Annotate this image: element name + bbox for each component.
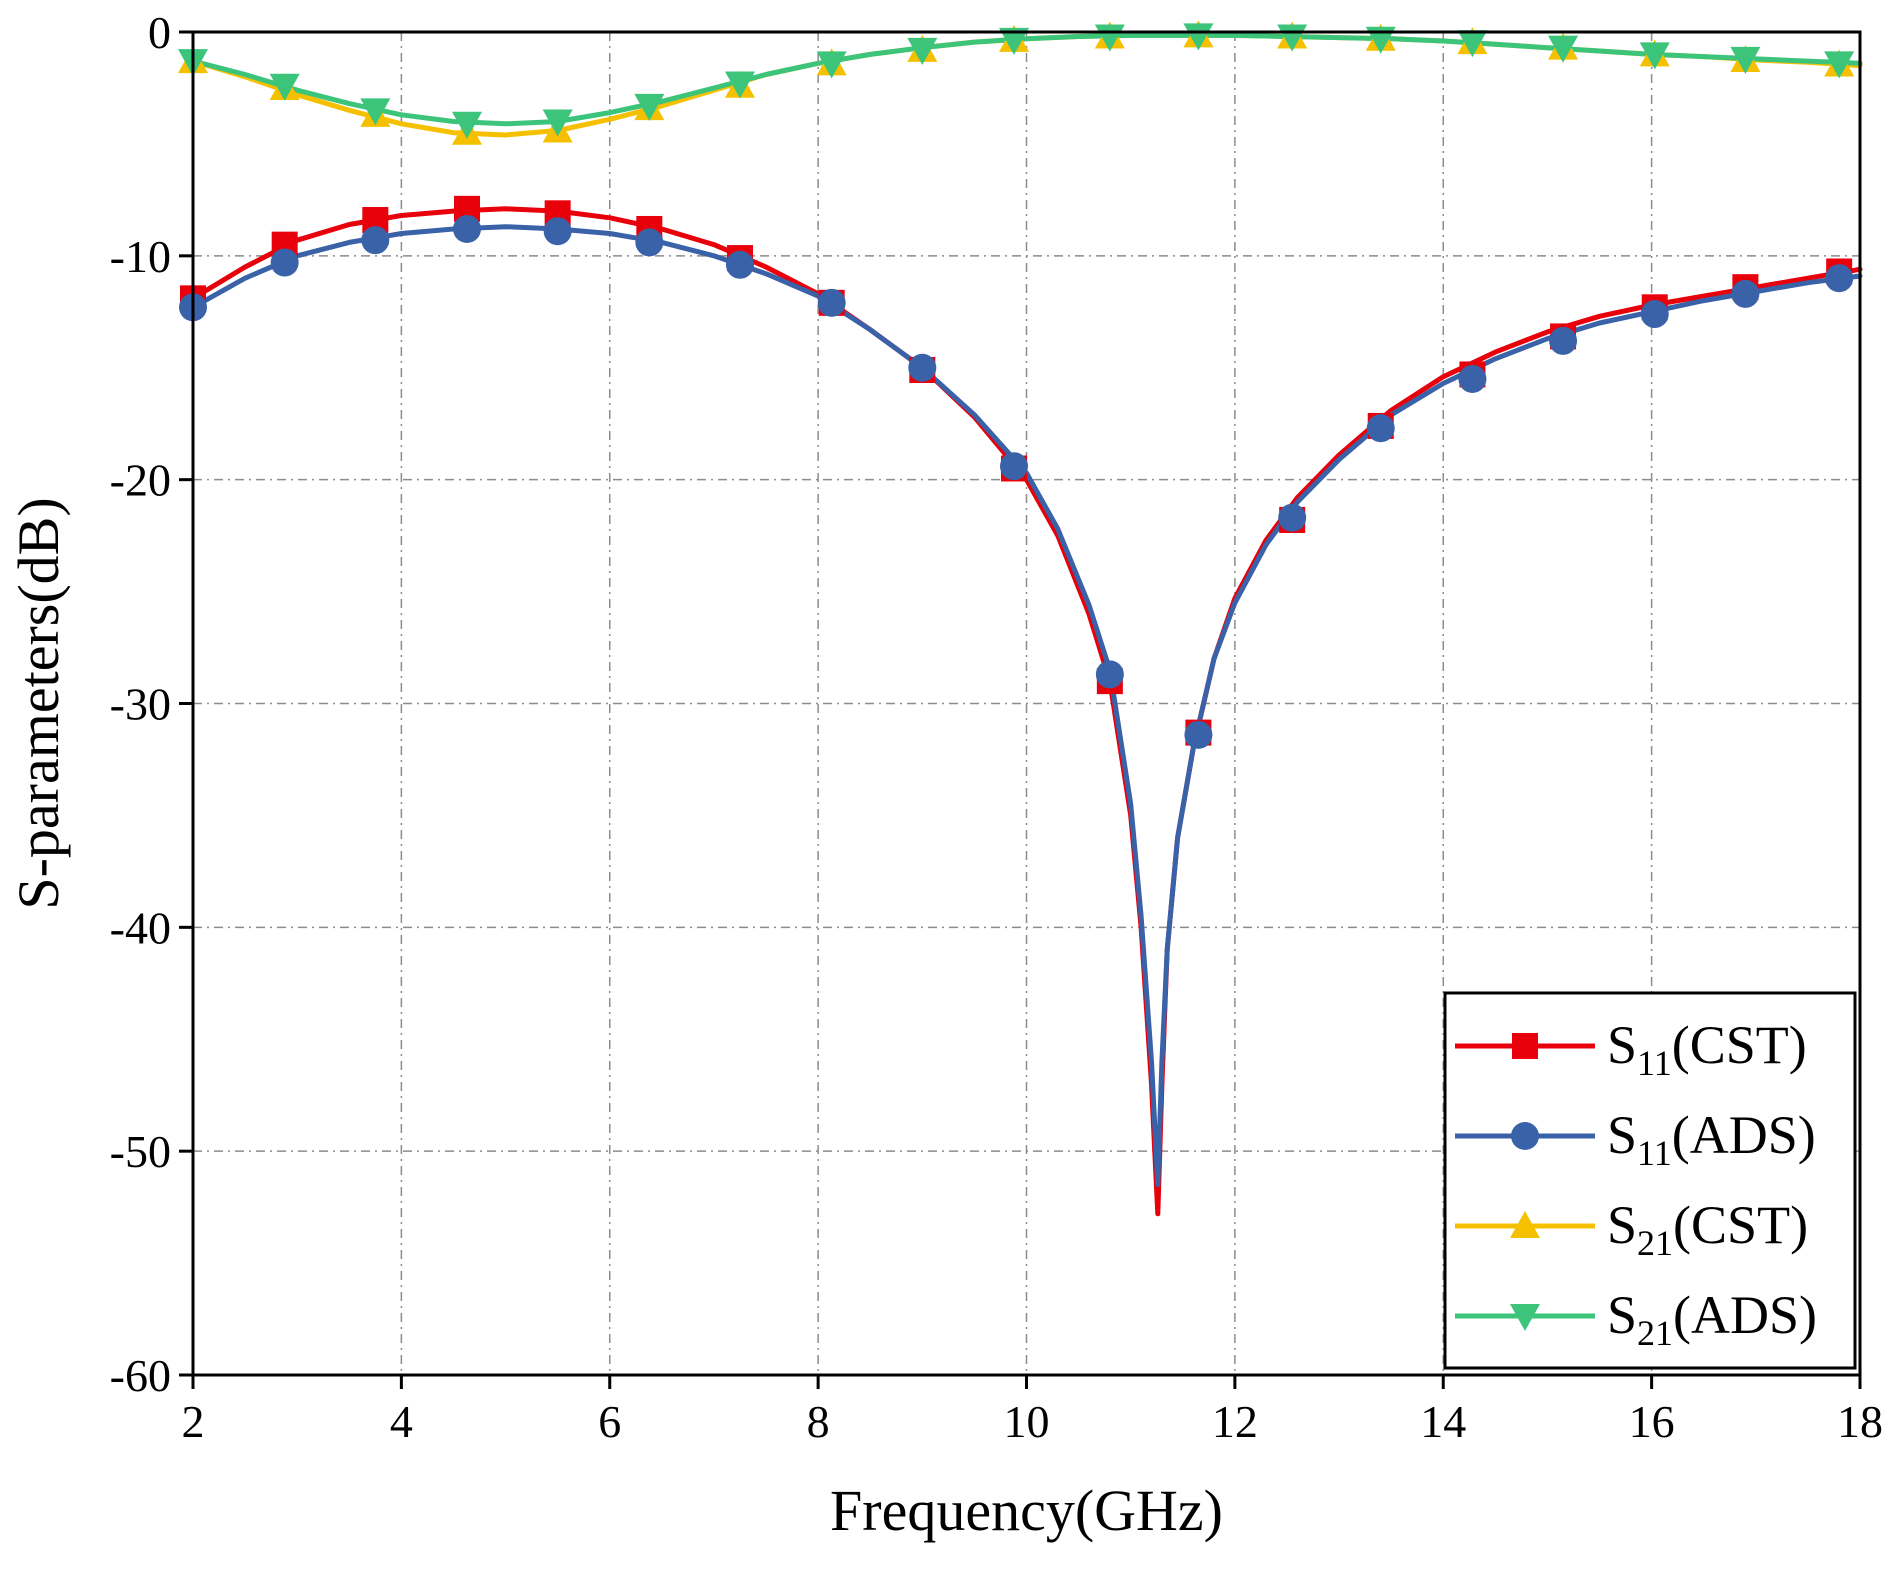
data-point-3 [816, 51, 847, 79]
legend-label-main: S [1607, 1015, 1637, 1075]
data-point-3 [542, 109, 573, 137]
legend-label-tail: (CST) [1673, 1195, 1808, 1255]
legend-label-1: S11(ADS) [1607, 1105, 1816, 1173]
legend-label-0: S11(CST) [1607, 1015, 1807, 1083]
data-point-1 [1095, 660, 1124, 689]
y-tick-label: -20 [110, 455, 171, 506]
data-point-1 [543, 217, 572, 246]
data-point-1 [999, 452, 1028, 481]
data-point-1 [1366, 414, 1395, 443]
x-tick-label: 10 [1004, 1396, 1050, 1447]
legend-label-sub: 11 [1637, 1133, 1672, 1173]
data-point-1 [1731, 279, 1760, 308]
y-tick-label: -60 [110, 1350, 171, 1401]
data-point-3 [1548, 35, 1579, 63]
legend-label-main: S [1607, 1195, 1637, 1255]
legend-label-2: S21(CST) [1607, 1195, 1808, 1263]
data-point-1 [453, 214, 482, 243]
data-point-3 [452, 111, 483, 139]
data-point-1 [1549, 326, 1578, 355]
data-point-3 [1457, 30, 1488, 58]
y-tick-label: 0 [148, 7, 171, 58]
x-tick-label: 4 [390, 1396, 413, 1447]
data-point-3 [269, 73, 300, 101]
data-point-1 [1825, 264, 1854, 293]
data-point-3 [998, 27, 1029, 55]
legend-label-3: S21(ADS) [1607, 1285, 1817, 1353]
data-point-3 [634, 93, 665, 121]
data-point-3 [907, 37, 938, 65]
legend-label-sub: 21 [1637, 1223, 1673, 1263]
data-point-3 [360, 98, 391, 126]
data-point-1 [361, 226, 390, 255]
data-point-3 [724, 71, 755, 99]
legend-marker-2 [1510, 1211, 1540, 1238]
x-tick-label: 16 [1629, 1396, 1675, 1447]
x-axis-title: Frequency(GHz) [830, 1478, 1223, 1543]
x-tick-label: 14 [1420, 1396, 1466, 1447]
y-tick-label: -10 [110, 231, 171, 282]
legend-label-tail: (CST) [1672, 1015, 1807, 1075]
x-tick-label: 18 [1837, 1396, 1883, 1447]
legend-marker-3 [1510, 1304, 1540, 1331]
y-tick-label: -40 [110, 902, 171, 953]
data-point-1 [1278, 503, 1307, 532]
data-point-3 [1183, 23, 1214, 51]
y-tick-label: -50 [110, 1126, 171, 1177]
x-tick-label: 2 [182, 1396, 205, 1447]
axis-ticks: 2 4 6 8 10 12 14 16 18 0 -10 -20 -30 -40 -50 -60 [110, 7, 1883, 1447]
data-point-1 [908, 353, 937, 382]
y-axis-title: S-parameters(dB) [6, 497, 71, 909]
data-point-1 [1640, 300, 1669, 329]
x-tick-label: 8 [807, 1396, 830, 1447]
legend: S11(CST)S11(ADS)S21(CST)S21(ADS) [1443, 991, 1857, 1370]
legend-marker-0 [1512, 1033, 1538, 1059]
legend-label-sub: 21 [1637, 1313, 1673, 1353]
legend-marker-1 [1511, 1122, 1539, 1150]
x-tick-label: 6 [598, 1396, 621, 1447]
legend-label-main: S [1607, 1105, 1637, 1165]
legend-label-tail: (ADS) [1673, 1285, 1817, 1345]
data-point-1 [1184, 720, 1213, 749]
data-point-1 [270, 248, 299, 277]
legend-label-sub: 11 [1637, 1043, 1672, 1083]
data-point-1 [1458, 364, 1487, 393]
legend-label-tail: (ADS) [1672, 1105, 1816, 1165]
data-point-3 [1730, 46, 1761, 74]
data-point-1 [725, 250, 754, 279]
y-tick-label: -30 [110, 679, 171, 730]
legend-label-main: S [1607, 1285, 1637, 1345]
x-tick-label: 12 [1212, 1396, 1258, 1447]
data-point-1 [635, 228, 664, 257]
data-point-3 [1639, 42, 1670, 70]
data-point-3 [1824, 51, 1855, 79]
data-point-1 [817, 288, 846, 317]
